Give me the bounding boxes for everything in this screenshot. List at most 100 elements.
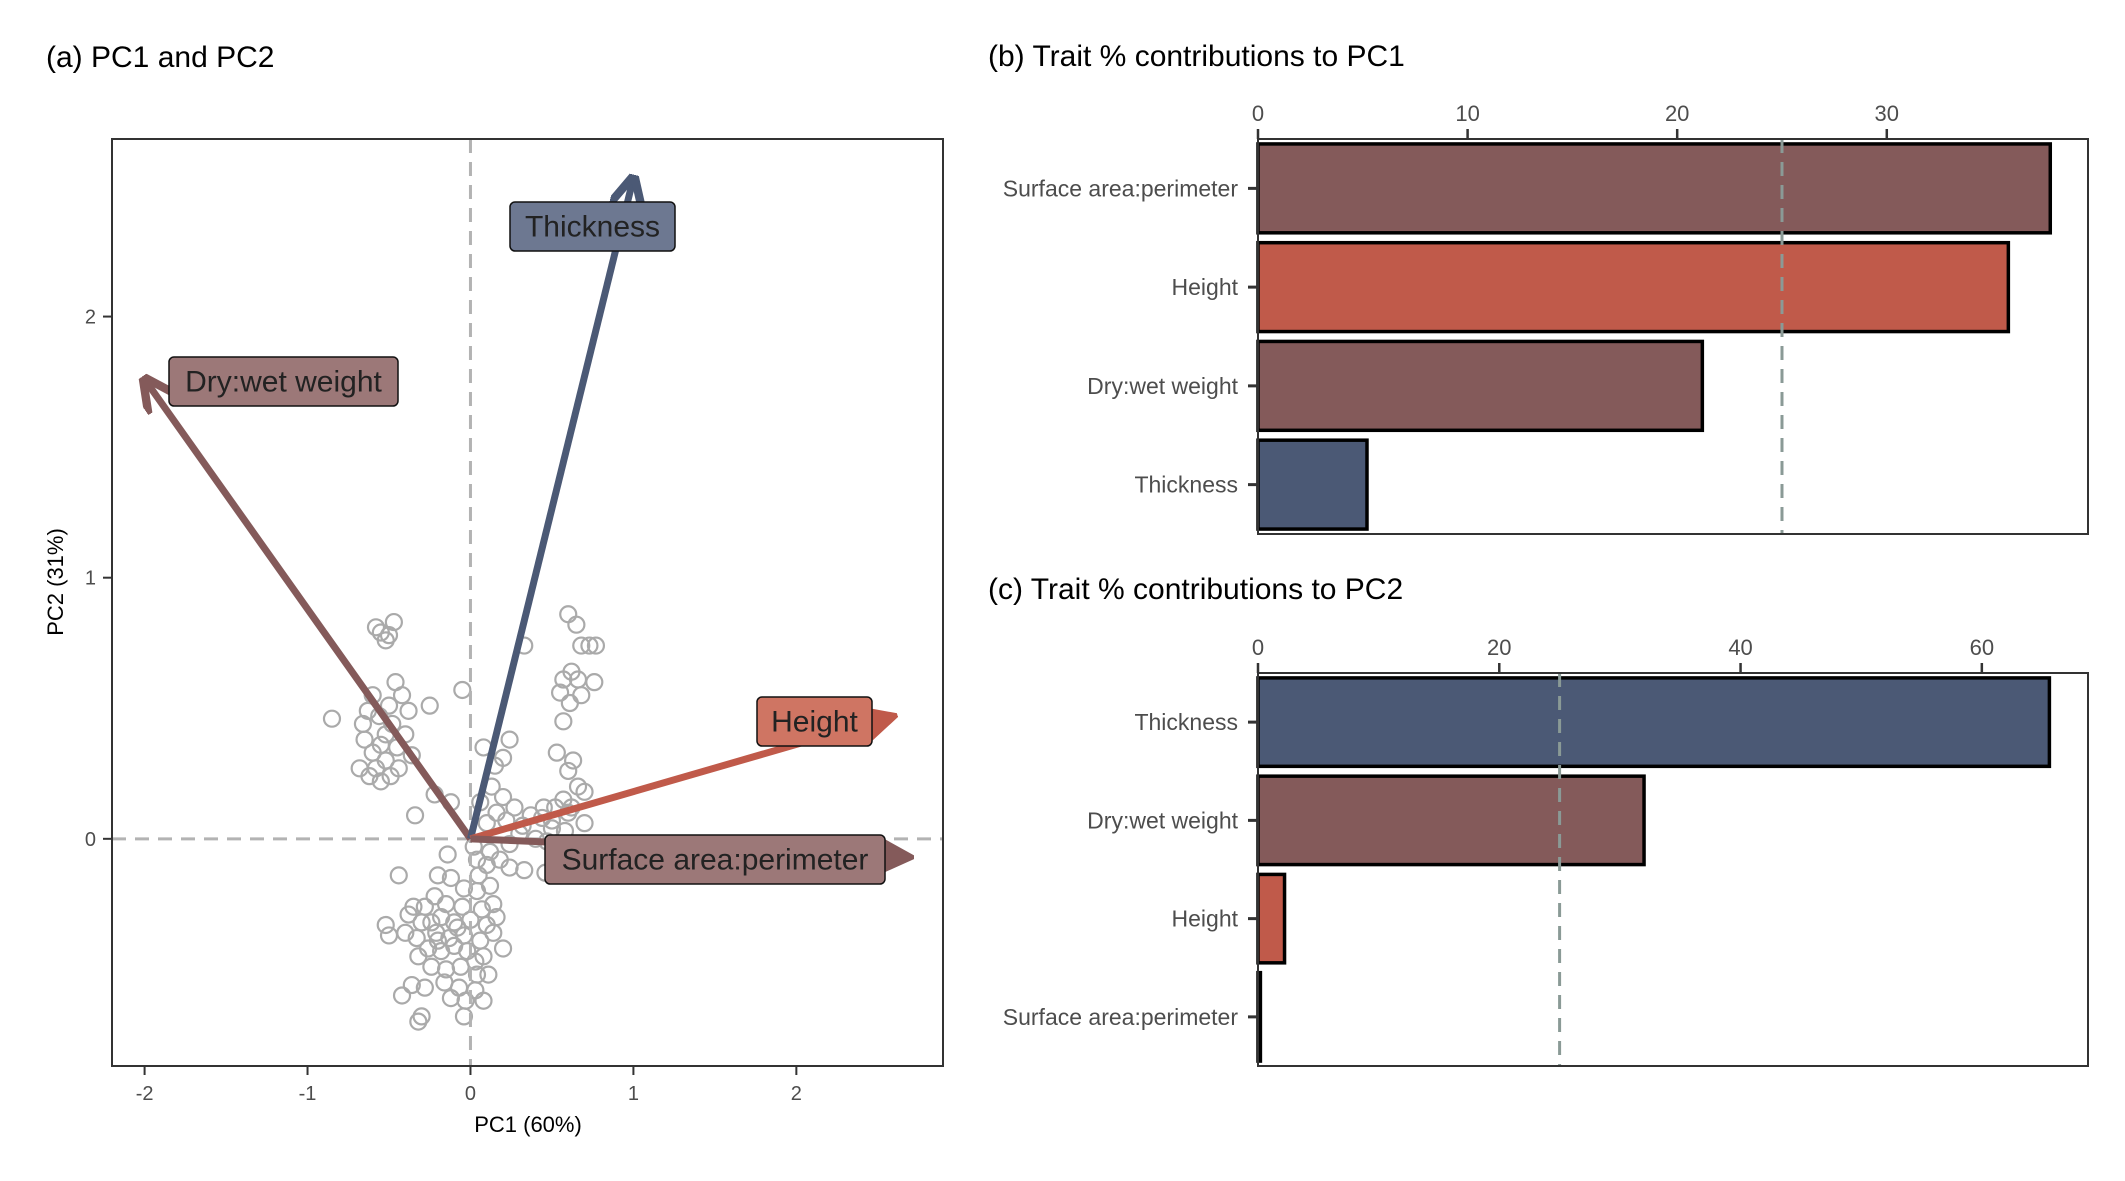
- data-point: [409, 1012, 428, 1031]
- pc2-x-tick-label: 0: [1252, 635, 1264, 660]
- data-point: [428, 866, 447, 885]
- data-point: [441, 868, 461, 888]
- pc1-category-label: Height: [1172, 274, 1239, 300]
- data-point: [500, 730, 519, 749]
- data-point: [580, 636, 599, 655]
- data-point: [479, 965, 498, 984]
- panel-c-title: (c) Trait % contributions to PC2: [988, 573, 1403, 606]
- panel-b-bar-chart: Surface area:perimeter Height Dry:wet weig…: [1003, 101, 2089, 535]
- panel-a-title: (a) PC1 and PC2: [46, 41, 274, 74]
- data-point: [420, 696, 439, 715]
- panel-a-points: [322, 605, 606, 1031]
- pc1-category-label: Surface area:perimeter: [1003, 175, 1239, 201]
- data-point: [585, 673, 604, 692]
- panel-a-frame: [111, 138, 944, 1067]
- data-point: [366, 618, 386, 637]
- data-point: [477, 814, 496, 833]
- pc1-x-tick-label: 30: [1875, 101, 1899, 126]
- data-point: [441, 989, 461, 1008]
- vector-label-thickness: Thickness: [525, 211, 660, 244]
- panel-a-vector-labels: Dry:wet weight Thickness Height Surface are…: [168, 201, 886, 885]
- pc1-bar-dry-wet-weight: [1256, 339, 1705, 433]
- panel-a-pca-biplot: Dry:wet weight Thickness Height Surface are…: [43, 138, 944, 1137]
- data-point: [493, 939, 513, 958]
- data-point: [409, 947, 428, 966]
- data-point: [379, 926, 399, 945]
- panel-a-y-ticks: 0 1 2: [85, 307, 112, 851]
- vector-label-box-dry-wet-weight: [168, 356, 399, 407]
- x-tick-label: -1: [299, 1083, 317, 1105]
- pc2-frame: [1257, 672, 2089, 1067]
- data-point: [572, 686, 591, 705]
- pc1-x-tick-label: 0: [1252, 101, 1264, 126]
- data-point: [379, 696, 399, 715]
- data-point: [559, 761, 578, 781]
- x-tick-label: 1: [628, 1083, 639, 1105]
- data-point: [567, 615, 586, 634]
- y-axis-label: PC2 (31%): [43, 528, 68, 636]
- data-point: [389, 759, 408, 778]
- vector-label-height: Height: [771, 706, 858, 739]
- pc1-bar-height: [1256, 240, 2011, 334]
- pc2-bar-height: [1256, 872, 1287, 965]
- data-point: [404, 897, 423, 916]
- panel-a-x-ticks: -2 -1 0 1 2: [136, 1066, 802, 1105]
- x-tick-label: 0: [465, 1083, 476, 1105]
- vector-arrow-dry-wet-weight: [145, 379, 474, 841]
- panel-c-bar-chart: Thickness Dry:wet weight Height Surface are…: [1003, 635, 2089, 1067]
- data-point: [438, 845, 457, 864]
- y-tick-label: 1: [85, 568, 96, 590]
- data-point: [484, 895, 503, 914]
- vector-label-surface-area-perimeter: Surface area:perimeter: [562, 844, 869, 877]
- data-point: [425, 887, 444, 906]
- pc2-category-label: Height: [1172, 906, 1239, 932]
- panel-b-title: (b) Trait % contributions to PC1: [988, 40, 1405, 73]
- vector-label-box-surface-area-perimeter: [544, 834, 886, 885]
- data-point: [353, 714, 373, 734]
- data-point: [560, 693, 579, 713]
- data-point: [422, 913, 441, 932]
- pc1-x-tick-label: 20: [1665, 101, 1689, 126]
- vector-label-box-height: [756, 696, 873, 747]
- pc2-x-tick-label: 20: [1487, 635, 1511, 660]
- pc1-category-label: Thickness: [1134, 472, 1238, 498]
- pc1-frame: [1257, 138, 2089, 535]
- data-point: [322, 709, 342, 728]
- data-point: [371, 772, 390, 791]
- vector-label-dry-wet-weight: Dry:wet weight: [185, 366, 382, 399]
- data-point: [474, 991, 493, 1010]
- data-point: [550, 683, 570, 702]
- panel-a-vectors: [145, 178, 911, 857]
- data-point: [466, 952, 485, 971]
- data-point: [453, 680, 472, 700]
- data-point: [505, 798, 524, 817]
- y-tick-label: 2: [85, 307, 96, 329]
- data-point: [407, 928, 426, 948]
- data-point: [422, 957, 441, 976]
- data-point: [554, 712, 573, 731]
- pc2-category-label: Surface area:perimeter: [1003, 1004, 1239, 1030]
- pc2-bar-dry-wet-weight: [1256, 774, 1646, 867]
- data-point: [360, 767, 379, 786]
- data-point: [392, 986, 412, 1005]
- data-point: [402, 975, 421, 995]
- data-point: [487, 908, 506, 927]
- pc2-bar-thickness: [1256, 676, 2052, 769]
- pc1-category-label: Dry:wet weight: [1087, 373, 1238, 399]
- pc1-bar-thickness: [1256, 438, 1369, 531]
- data-point: [376, 915, 395, 935]
- data-point: [428, 931, 447, 950]
- data-point: [405, 806, 425, 825]
- data-point: [564, 751, 583, 770]
- data-point: [586, 636, 606, 655]
- data-point: [392, 686, 412, 705]
- data-point: [547, 743, 566, 762]
- pc2-category-label: Dry:wet weight: [1087, 807, 1238, 833]
- data-point: [389, 866, 408, 885]
- data-point: [371, 735, 390, 754]
- data-point: [415, 978, 434, 997]
- x-axis-label: PC1 (60%): [474, 1112, 582, 1137]
- data-point: [379, 626, 399, 645]
- data-point: [515, 861, 534, 880]
